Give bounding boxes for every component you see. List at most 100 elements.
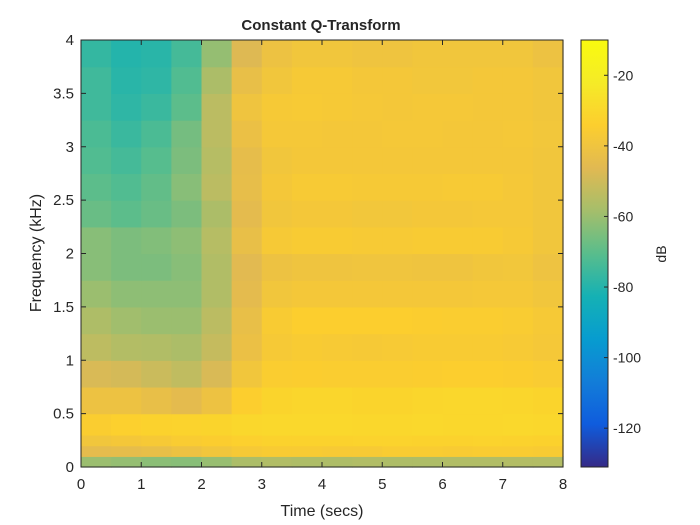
- heatmap-cell: [382, 120, 413, 148]
- heatmap-cell: [322, 120, 353, 148]
- heatmap-cell: [291, 445, 323, 457]
- heatmap-cell: [382, 253, 413, 281]
- heatmap-cell: [412, 120, 444, 148]
- heatmap-cell: [81, 226, 112, 255]
- heatmap-cell: [472, 280, 504, 308]
- heatmap-cell: [201, 434, 233, 447]
- heatmap-cell: [141, 226, 172, 255]
- heatmap-cell: [472, 306, 504, 335]
- heatmap-cell: [231, 40, 263, 68]
- heatmap-cell: [171, 200, 203, 228]
- heatmap-cell: [171, 40, 203, 68]
- heatmap-cell: [442, 173, 474, 201]
- heatmap-cell: [111, 200, 142, 228]
- heatmap-cell: [261, 66, 293, 94]
- heatmap-cell: [352, 253, 383, 281]
- heatmap-cell: [532, 413, 564, 436]
- heatmap-cell: [532, 93, 564, 121]
- heatmap-cell: [81, 386, 112, 415]
- heatmap-cell: [141, 456, 172, 468]
- heatmap-cell: [382, 360, 413, 388]
- heatmap-cell: [412, 413, 444, 436]
- heatmap-cell: [201, 66, 233, 94]
- heatmap-cell: [472, 456, 504, 468]
- heatmap-cell: [201, 93, 233, 121]
- heatmap-cell: [201, 386, 233, 415]
- heatmap-cell: [502, 360, 534, 388]
- heatmap-cell: [231, 173, 263, 201]
- heatmap-cell: [111, 445, 142, 457]
- heatmap-cell: [141, 40, 172, 68]
- heatmap-cell: [231, 280, 263, 308]
- heatmap-cell: [291, 413, 323, 436]
- heatmap-cell: [472, 226, 504, 255]
- colorbar-tick-label: -120: [613, 420, 641, 436]
- heatmap-cell: [352, 40, 383, 68]
- x-axis-ticks: 0 1 2 3 4 5 6 7 8: [77, 40, 567, 493]
- heatmap-cell: [291, 456, 323, 468]
- colorbar-label: dB: [653, 245, 669, 262]
- heatmap-cell: [442, 253, 474, 281]
- heatmap-cell: [532, 200, 564, 228]
- heatmap-cell: [291, 120, 323, 148]
- heatmap-cell: [81, 253, 112, 281]
- heatmap-cell: [171, 146, 203, 175]
- heatmap-cell: [111, 226, 142, 255]
- y-tick-label: 2.5: [53, 192, 74, 209]
- heatmap-cell: [502, 434, 534, 447]
- heatmap-cell: [171, 413, 203, 436]
- heatmap-cell: [382, 40, 413, 68]
- heatmap-cell: [352, 306, 383, 335]
- heatmap-cell: [502, 445, 534, 457]
- heatmap-cell: [352, 413, 383, 436]
- heatmap-cell: [502, 386, 534, 415]
- heatmap-cell: [472, 173, 504, 201]
- y-axis-ticks: 0 0.5 1 1.5 2 2.5 3 3.5 4: [53, 32, 563, 476]
- heatmap-cell: [532, 253, 564, 281]
- heatmap-cell: [412, 456, 444, 468]
- x-tick-label: 4: [318, 476, 326, 493]
- heatmap-cell: [502, 456, 534, 468]
- heatmap-cell: [412, 93, 444, 121]
- heatmap-cell: [532, 333, 564, 361]
- heatmap-cell: [442, 333, 474, 361]
- heatmap-cell: [382, 173, 413, 201]
- heatmap-cell: [442, 66, 474, 94]
- heatmap-cell: [442, 120, 474, 148]
- heatmap-cell: [532, 40, 564, 68]
- heatmap-cell: [261, 333, 293, 361]
- colorbar-tick-label: -40: [613, 138, 633, 154]
- heatmap-cell: [291, 226, 323, 255]
- heatmap-cell: [352, 360, 383, 388]
- heatmap-cell: [472, 40, 504, 68]
- heatmap-cell: [352, 173, 383, 201]
- heatmap-cell: [412, 280, 444, 308]
- heatmap-cell: [502, 40, 534, 68]
- heatmap-cell: [502, 146, 534, 175]
- heatmap-cell: [382, 200, 413, 228]
- heatmap-cell: [111, 360, 142, 388]
- heatmap-cell: [261, 226, 293, 255]
- chart-title: Constant Q-Transform: [241, 17, 400, 34]
- x-tick-label: 0: [77, 476, 85, 493]
- heatmap-cell: [322, 40, 353, 68]
- heatmap-cell: [502, 280, 534, 308]
- heatmap-cell: [412, 226, 444, 255]
- heatmap-cell: [231, 360, 263, 388]
- heatmap-cell: [322, 413, 353, 436]
- heatmap-cell: [382, 413, 413, 436]
- heatmap-cell: [231, 306, 263, 335]
- heatmap-cell: [442, 456, 474, 468]
- heatmap-cell: [442, 445, 474, 457]
- heatmap-cell: [322, 386, 353, 415]
- heatmap-cell: [291, 386, 323, 415]
- heatmap-cell: [352, 200, 383, 228]
- colorbar-ticks: -20 -40 -60 -80 -100 -120: [604, 67, 641, 436]
- heatmap-cell: [141, 253, 172, 281]
- heatmap-cell: [412, 146, 444, 175]
- heatmap-cell: [382, 306, 413, 335]
- heatmap-cell: [322, 360, 353, 388]
- heatmap-cell: [472, 120, 504, 148]
- y-tick-label: 0.5: [53, 406, 74, 423]
- heatmap-cell: [472, 146, 504, 175]
